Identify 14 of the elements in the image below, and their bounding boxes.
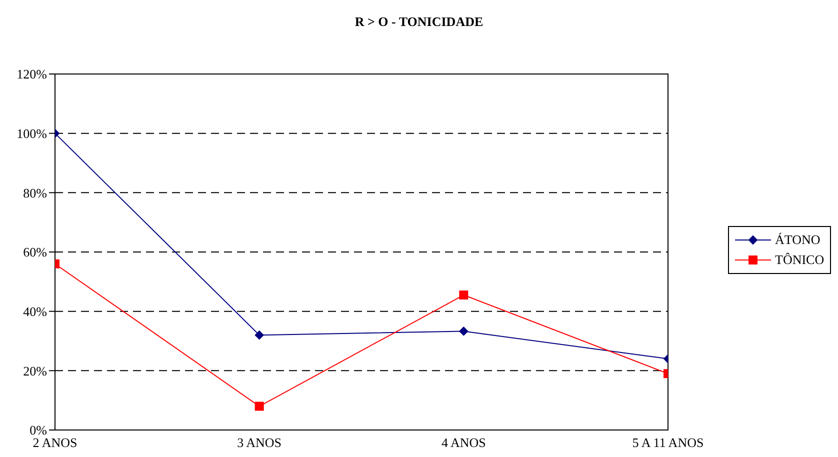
y-tick-label: 60% <box>23 244 48 260</box>
y-tick-label: 80% <box>23 185 48 200</box>
y-tick-label: 40% <box>23 304 48 319</box>
x-tick-label: 3 ANOS <box>237 435 282 450</box>
legend-label: ÁTONO <box>775 232 820 248</box>
x-tick-label: 4 ANOS <box>441 435 486 450</box>
y-tick-label: 20% <box>23 363 48 378</box>
x-tick-label: 5 A 11 ANOS <box>632 435 704 450</box>
y-tick-label: 0% <box>30 422 48 438</box>
y-tick-label: 120% <box>16 66 48 82</box>
x-tick-label: 2 ANOS <box>32 435 78 450</box>
chart-title: R > O - TONICIDADE <box>354 14 484 30</box>
y-tick-label: 100% <box>16 126 48 141</box>
legend-label: TÔNICO <box>775 252 824 268</box>
